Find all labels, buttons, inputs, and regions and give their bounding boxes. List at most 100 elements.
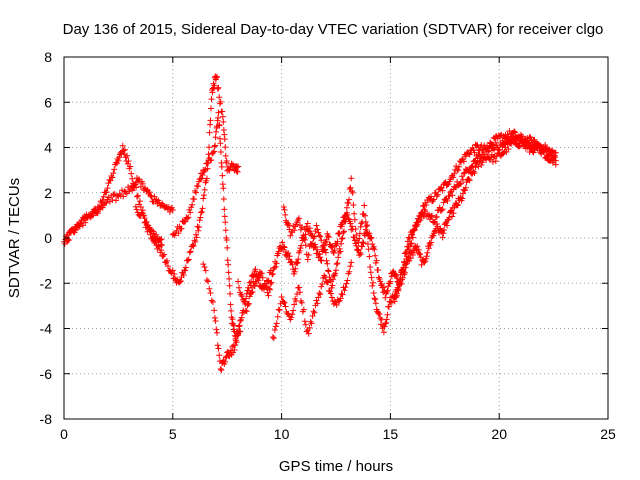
data-point	[322, 249, 329, 256]
data-point	[282, 303, 289, 310]
data-point	[134, 193, 141, 200]
data-point	[159, 200, 166, 207]
data-point	[384, 311, 391, 318]
data-point	[280, 243, 287, 250]
data-point	[346, 196, 353, 203]
data-point	[274, 313, 281, 320]
data-point	[417, 217, 424, 224]
data-point	[313, 222, 320, 229]
data-point	[357, 251, 364, 258]
data-point	[459, 176, 466, 183]
data-point	[454, 202, 461, 209]
data-point	[348, 223, 355, 230]
data-point	[424, 249, 431, 256]
data-point	[362, 226, 369, 233]
data-point	[360, 211, 367, 218]
data-point	[370, 243, 377, 250]
data-point	[335, 249, 342, 256]
data-point	[273, 260, 280, 267]
data-point	[198, 175, 205, 182]
data-point	[425, 245, 432, 252]
data-point	[77, 220, 84, 227]
data-point	[270, 335, 277, 342]
data-point	[314, 246, 321, 253]
data-point	[369, 279, 376, 286]
x-tick-label: 15	[383, 426, 399, 442]
data-point	[128, 170, 135, 177]
data-point	[552, 149, 559, 156]
data-point	[220, 195, 227, 202]
data-point	[112, 197, 119, 204]
data-point	[306, 324, 313, 331]
data-point	[263, 284, 270, 291]
data-point	[232, 342, 239, 349]
data-point	[411, 226, 418, 233]
data-point	[318, 283, 325, 290]
data-point	[317, 233, 324, 240]
data-point	[158, 236, 165, 243]
data-point	[378, 316, 385, 323]
data-point	[348, 226, 355, 233]
data-point	[121, 146, 128, 153]
data-point	[237, 328, 244, 335]
data-point	[349, 189, 356, 196]
data-point	[194, 183, 201, 190]
data-point	[356, 249, 363, 256]
data-point	[193, 189, 200, 196]
data-point	[233, 339, 240, 346]
data-point	[372, 252, 379, 259]
data-point	[205, 151, 212, 158]
data-point	[343, 280, 350, 287]
data-point	[235, 163, 242, 170]
data-point	[230, 349, 237, 356]
data-point	[408, 240, 415, 247]
data-point	[330, 276, 337, 283]
y-tick-label: 2	[44, 185, 52, 201]
data-point	[334, 260, 341, 267]
data-point	[71, 229, 78, 236]
data-point	[529, 148, 536, 155]
data-point	[304, 256, 311, 263]
data-point	[327, 290, 334, 297]
data-point	[372, 300, 379, 307]
data-point	[216, 94, 223, 101]
data-point	[141, 214, 148, 221]
data-point	[103, 189, 110, 196]
data-point	[334, 238, 341, 245]
series-trace-e	[200, 261, 244, 374]
data-point	[210, 149, 217, 156]
data-point	[369, 282, 376, 289]
x-axis-label: GPS time / hours	[279, 458, 393, 475]
data-point	[479, 159, 486, 166]
data-point	[417, 251, 424, 258]
data-point	[193, 234, 200, 241]
data-point	[472, 164, 479, 171]
data-point	[382, 294, 389, 301]
data-point	[220, 118, 227, 125]
data-point	[403, 248, 410, 255]
data-point	[331, 247, 338, 254]
data-point	[203, 160, 210, 167]
data-point	[309, 313, 316, 320]
data-point	[352, 226, 359, 233]
data-point	[252, 266, 259, 273]
data-point	[267, 267, 274, 274]
data-point	[219, 108, 226, 115]
data-point	[296, 247, 303, 254]
data-point	[269, 270, 276, 277]
data-point	[473, 142, 480, 149]
data-point	[339, 235, 346, 242]
data-point	[221, 213, 228, 220]
data-point	[368, 274, 375, 281]
data-point	[184, 257, 191, 264]
data-point	[217, 140, 224, 147]
data-point	[400, 264, 407, 271]
data-point	[478, 162, 485, 169]
data-point	[466, 177, 473, 184]
data-point	[134, 192, 141, 199]
data-point	[219, 113, 226, 120]
data-point	[383, 316, 390, 323]
data-point	[380, 329, 387, 336]
data-point	[285, 222, 292, 229]
data-point	[279, 239, 286, 246]
